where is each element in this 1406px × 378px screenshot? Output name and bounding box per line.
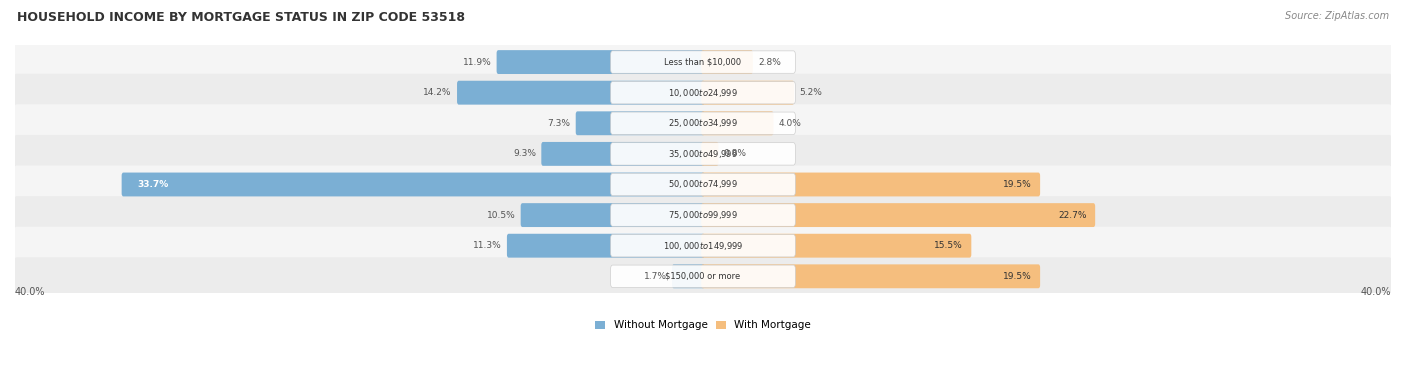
Text: HOUSEHOLD INCOME BY MORTGAGE STATUS IN ZIP CODE 53518: HOUSEHOLD INCOME BY MORTGAGE STATUS IN Z… (17, 11, 465, 24)
FancyBboxPatch shape (610, 173, 796, 196)
Text: $35,000 to $49,999: $35,000 to $49,999 (668, 148, 738, 160)
Text: 2.8%: 2.8% (758, 57, 780, 67)
Text: $100,000 to $149,999: $100,000 to $149,999 (662, 240, 744, 252)
FancyBboxPatch shape (457, 81, 704, 105)
FancyBboxPatch shape (610, 143, 796, 165)
FancyBboxPatch shape (14, 257, 1392, 295)
Text: 0.8%: 0.8% (724, 149, 747, 158)
FancyBboxPatch shape (14, 74, 1392, 112)
Text: 15.5%: 15.5% (934, 241, 963, 250)
FancyBboxPatch shape (610, 234, 796, 257)
FancyBboxPatch shape (14, 104, 1392, 142)
FancyBboxPatch shape (496, 50, 704, 74)
Text: $75,000 to $99,999: $75,000 to $99,999 (668, 209, 738, 221)
FancyBboxPatch shape (610, 112, 796, 135)
FancyBboxPatch shape (610, 204, 796, 226)
Text: Source: ZipAtlas.com: Source: ZipAtlas.com (1285, 11, 1389, 21)
FancyBboxPatch shape (702, 81, 794, 105)
FancyBboxPatch shape (702, 142, 718, 166)
FancyBboxPatch shape (14, 196, 1392, 234)
Legend: Without Mortgage, With Mortgage: Without Mortgage, With Mortgage (593, 318, 813, 333)
FancyBboxPatch shape (122, 172, 704, 197)
FancyBboxPatch shape (14, 135, 1392, 173)
Text: 19.5%: 19.5% (1002, 272, 1032, 281)
FancyBboxPatch shape (520, 203, 704, 227)
FancyBboxPatch shape (610, 51, 796, 73)
Text: 9.3%: 9.3% (513, 149, 536, 158)
FancyBboxPatch shape (610, 82, 796, 104)
FancyBboxPatch shape (508, 234, 704, 258)
Text: 14.2%: 14.2% (423, 88, 451, 97)
FancyBboxPatch shape (702, 264, 1040, 288)
FancyBboxPatch shape (14, 166, 1392, 203)
Text: 19.5%: 19.5% (1002, 180, 1032, 189)
FancyBboxPatch shape (575, 112, 704, 135)
FancyBboxPatch shape (14, 227, 1392, 265)
FancyBboxPatch shape (702, 112, 773, 135)
Text: 1.7%: 1.7% (644, 272, 666, 281)
FancyBboxPatch shape (541, 142, 704, 166)
FancyBboxPatch shape (702, 50, 752, 74)
Text: 10.5%: 10.5% (486, 211, 516, 220)
FancyBboxPatch shape (702, 172, 1040, 197)
Text: $150,000 or more: $150,000 or more (665, 272, 741, 281)
Text: 11.9%: 11.9% (463, 57, 492, 67)
Text: 5.2%: 5.2% (800, 88, 823, 97)
FancyBboxPatch shape (702, 203, 1095, 227)
Text: $25,000 to $34,999: $25,000 to $34,999 (668, 117, 738, 129)
Text: 33.7%: 33.7% (138, 180, 169, 189)
FancyBboxPatch shape (610, 265, 796, 288)
Text: $50,000 to $74,999: $50,000 to $74,999 (668, 178, 738, 191)
Text: 40.0%: 40.0% (1361, 287, 1391, 297)
FancyBboxPatch shape (14, 43, 1392, 81)
FancyBboxPatch shape (672, 264, 704, 288)
Text: 11.3%: 11.3% (472, 241, 502, 250)
Text: Less than $10,000: Less than $10,000 (665, 57, 741, 67)
Text: 7.3%: 7.3% (547, 119, 571, 128)
Text: 4.0%: 4.0% (779, 119, 801, 128)
FancyBboxPatch shape (702, 234, 972, 258)
Text: 22.7%: 22.7% (1059, 211, 1087, 220)
Text: 40.0%: 40.0% (15, 287, 45, 297)
Text: $10,000 to $24,999: $10,000 to $24,999 (668, 87, 738, 99)
